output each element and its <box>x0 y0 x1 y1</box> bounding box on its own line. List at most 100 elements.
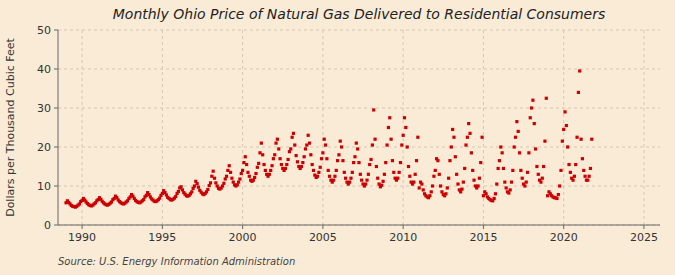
point <box>308 142 311 145</box>
point <box>402 134 405 137</box>
point <box>562 128 565 131</box>
point <box>351 171 354 174</box>
y-tick <box>54 108 58 109</box>
point <box>495 182 498 185</box>
point <box>446 186 449 189</box>
point <box>339 140 342 143</box>
x-tick <box>82 225 83 229</box>
grid-line-x <box>643 30 644 225</box>
point <box>316 175 319 178</box>
point <box>222 182 225 185</box>
point <box>241 169 244 172</box>
point <box>586 179 589 182</box>
point <box>399 161 402 164</box>
point <box>454 155 457 158</box>
point <box>430 190 433 193</box>
point <box>181 188 184 191</box>
point <box>515 120 518 123</box>
point <box>214 181 217 184</box>
point <box>228 164 231 167</box>
point <box>505 186 508 189</box>
point <box>545 97 548 100</box>
point <box>304 147 307 150</box>
point <box>292 132 295 135</box>
point <box>256 166 259 169</box>
point <box>373 138 376 141</box>
point <box>269 169 272 172</box>
point <box>478 177 481 180</box>
point <box>428 194 431 197</box>
point <box>466 136 469 139</box>
point <box>344 177 347 180</box>
point <box>511 169 514 172</box>
point <box>497 167 500 170</box>
point <box>236 183 239 186</box>
point <box>237 181 240 184</box>
point <box>472 179 475 182</box>
point <box>360 179 363 182</box>
point <box>452 136 455 139</box>
point <box>467 122 470 125</box>
point <box>321 151 324 154</box>
point <box>493 197 496 200</box>
point <box>246 171 249 174</box>
point <box>436 159 439 162</box>
grid-line-x <box>242 30 243 225</box>
grid-line-y <box>58 186 660 187</box>
point <box>463 167 466 170</box>
x-tick-label: 2015 <box>469 231 497 244</box>
point <box>384 161 387 164</box>
point <box>372 108 375 111</box>
point <box>309 153 312 156</box>
point <box>408 175 411 178</box>
point <box>245 163 248 166</box>
x-tick-label: 1995 <box>148 231 176 244</box>
point <box>414 173 417 176</box>
y-tick-label: 10 <box>37 180 51 193</box>
point <box>566 145 569 148</box>
point <box>253 176 256 179</box>
y-axis-label: Dollars per Thousand Cubic Feet <box>4 37 17 216</box>
point <box>348 181 351 184</box>
point <box>225 175 228 178</box>
point <box>260 142 263 145</box>
point <box>300 165 303 168</box>
point <box>503 181 506 184</box>
point <box>403 116 406 119</box>
point <box>440 190 443 193</box>
point <box>343 171 346 174</box>
point <box>438 173 441 176</box>
grid-line-y <box>58 30 660 31</box>
point <box>484 192 487 195</box>
point <box>324 143 327 146</box>
point <box>285 163 288 166</box>
point <box>510 181 513 184</box>
point <box>575 136 578 139</box>
point <box>206 188 209 191</box>
point <box>573 175 576 178</box>
page: {"chart_data": { "type": "scatter", "tit… <box>0 0 675 275</box>
grid-line-y <box>58 108 660 109</box>
point <box>542 165 545 168</box>
point <box>471 169 474 172</box>
point <box>526 171 529 174</box>
point <box>293 143 296 146</box>
point <box>432 175 435 178</box>
point <box>434 169 437 172</box>
point <box>530 106 533 109</box>
title: Monthly Ohio Price of Natural Gas Delive… <box>113 6 606 22</box>
x-tick-label: 2005 <box>309 231 337 244</box>
point <box>557 193 560 196</box>
point <box>456 182 459 185</box>
grid-line-x <box>322 30 323 225</box>
point <box>301 161 304 164</box>
point <box>448 159 451 162</box>
point <box>392 171 395 174</box>
point <box>264 169 267 172</box>
point <box>387 126 390 129</box>
x-tick-label: 2010 <box>389 231 417 244</box>
point <box>337 153 340 156</box>
y-tick <box>54 225 58 226</box>
point <box>230 177 233 180</box>
point <box>221 184 224 187</box>
